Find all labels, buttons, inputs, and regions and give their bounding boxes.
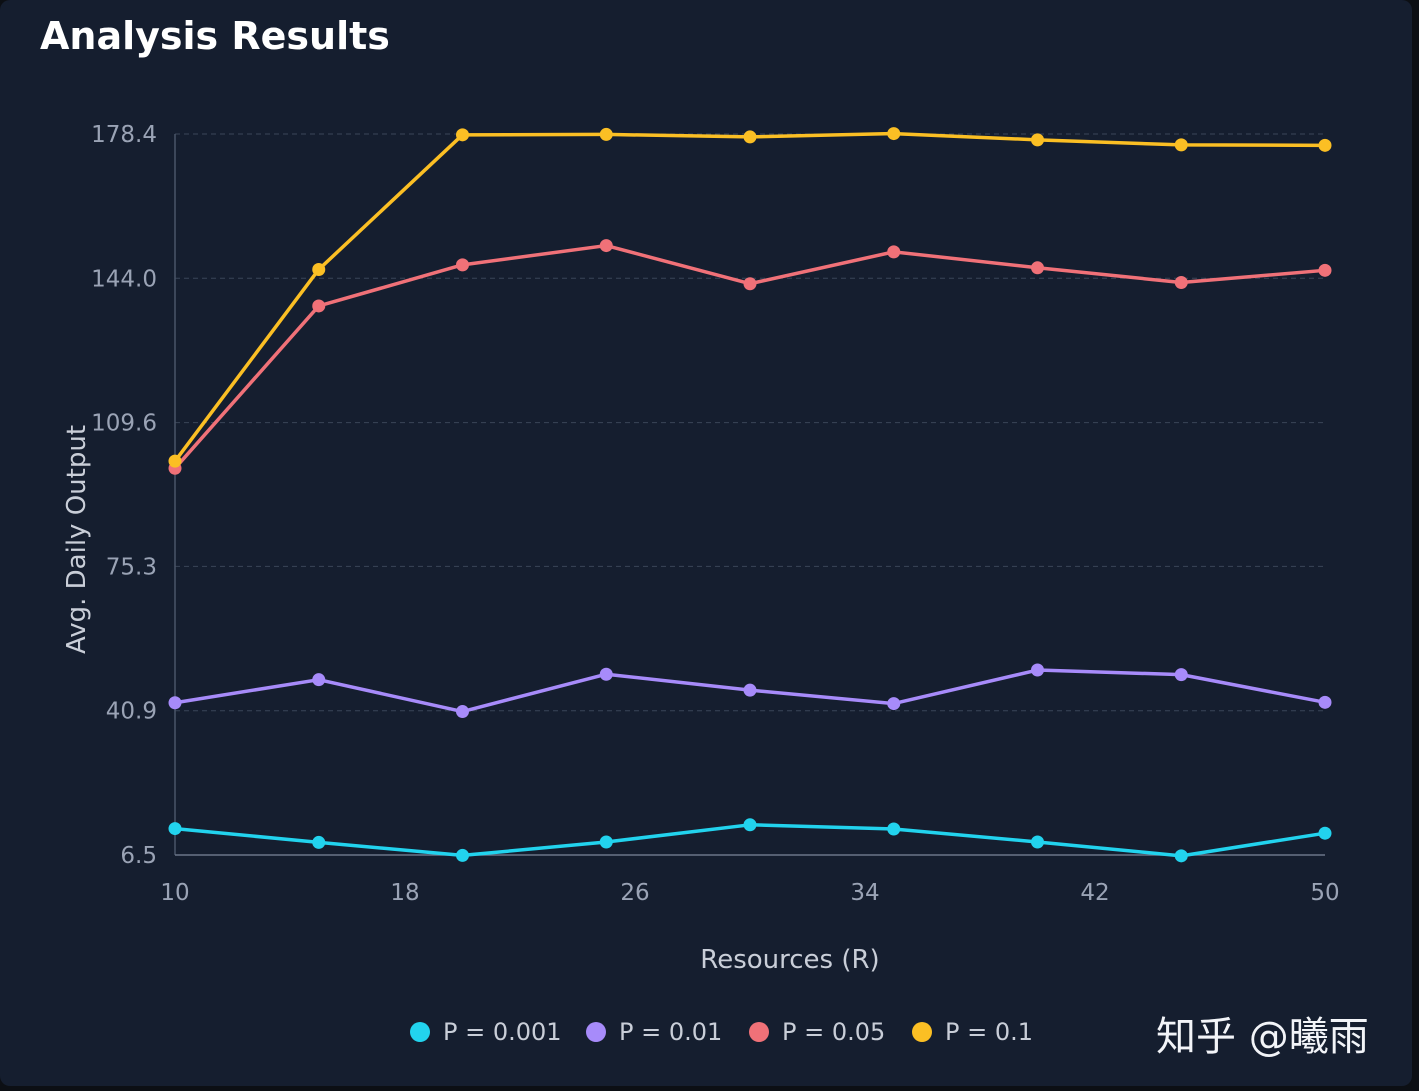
data-point — [312, 835, 326, 849]
y-tick-label: 75.3 — [106, 554, 157, 580]
legend-swatch — [749, 1022, 769, 1042]
data-point — [1031, 835, 1044, 849]
data-point — [599, 835, 613, 849]
data-point — [1318, 695, 1332, 709]
series-1 — [168, 818, 1332, 863]
legend-label: P = 0.05 — [782, 1018, 885, 1046]
data-point — [456, 705, 469, 719]
legend-label: P = 0.01 — [619, 1018, 722, 1046]
y-tick-label: 144.0 — [91, 266, 157, 292]
data-point — [168, 822, 182, 836]
x-tick-label: 42 — [1080, 880, 1109, 906]
legend-item[interactable]: P = 0.1 — [912, 1018, 1033, 1046]
axes: 6.5 40.9 75.3 109.6 144.0 178.4 10 18 26 34 42 50 Re… — [62, 122, 1340, 975]
data-point — [1318, 263, 1332, 277]
data-point — [1031, 133, 1044, 147]
data-point — [312, 262, 326, 276]
y-tick-label: 6.5 — [120, 843, 157, 869]
legend-item[interactable]: P = 0.01 — [586, 1018, 722, 1046]
data-point — [599, 239, 613, 253]
legend-swatch — [410, 1022, 430, 1042]
y-tick-label: 109.6 — [91, 411, 157, 437]
y-axis-title: Avg. Daily Output — [62, 425, 92, 654]
data-point — [1174, 668, 1188, 682]
legend[interactable]: P = 0.001 P = 0.01 P = 0.05 P = 0.1 — [410, 1018, 1033, 1046]
legend-swatch — [912, 1022, 932, 1042]
data-point — [168, 454, 182, 468]
watermark: 知乎 @曦雨 — [1156, 1014, 1369, 1060]
data-point — [456, 848, 469, 862]
data-point — [743, 130, 757, 144]
legend-item[interactable]: P = 0.05 — [749, 1018, 885, 1046]
data-point — [743, 683, 757, 697]
y-tick-label: 178.4 — [91, 122, 157, 148]
data-point — [743, 277, 757, 291]
data-point — [1174, 849, 1188, 863]
data-point — [887, 697, 901, 711]
data-point — [599, 127, 613, 141]
data-point — [887, 127, 901, 141]
series-4 — [168, 127, 1332, 468]
data-point — [887, 245, 901, 259]
y-tick-label: 40.9 — [106, 699, 157, 725]
x-tick-label: 18 — [390, 880, 419, 906]
series-3 — [168, 239, 1332, 475]
data-point — [887, 822, 901, 836]
legend-swatch — [586, 1022, 606, 1042]
data-point — [1174, 275, 1188, 289]
x-tick-label: 10 — [160, 880, 189, 906]
data-point — [1031, 261, 1044, 275]
data-point — [456, 258, 469, 272]
data-point — [1174, 138, 1188, 152]
series-2 — [168, 663, 1332, 719]
data-point — [312, 299, 326, 313]
page-title: Analysis Results — [40, 14, 390, 58]
grid-lines — [175, 133, 1325, 712]
data-point — [599, 667, 613, 681]
x-axis-title: Resources (R) — [700, 945, 879, 975]
x-tick-label: 34 — [850, 880, 879, 906]
legend-label: P = 0.001 — [443, 1018, 562, 1046]
data-point — [1318, 826, 1332, 840]
x-tick-label: 26 — [620, 880, 649, 906]
data-point — [456, 128, 469, 142]
legend-label: P = 0.1 — [945, 1018, 1033, 1046]
data-point — [1318, 138, 1332, 152]
legend-item[interactable]: P = 0.001 — [410, 1018, 562, 1046]
data-point — [168, 696, 182, 710]
data-point — [312, 673, 326, 687]
data-point — [743, 818, 757, 832]
data-point — [1031, 663, 1044, 677]
series — [168, 127, 1332, 863]
x-tick-label: 50 — [1310, 880, 1339, 906]
